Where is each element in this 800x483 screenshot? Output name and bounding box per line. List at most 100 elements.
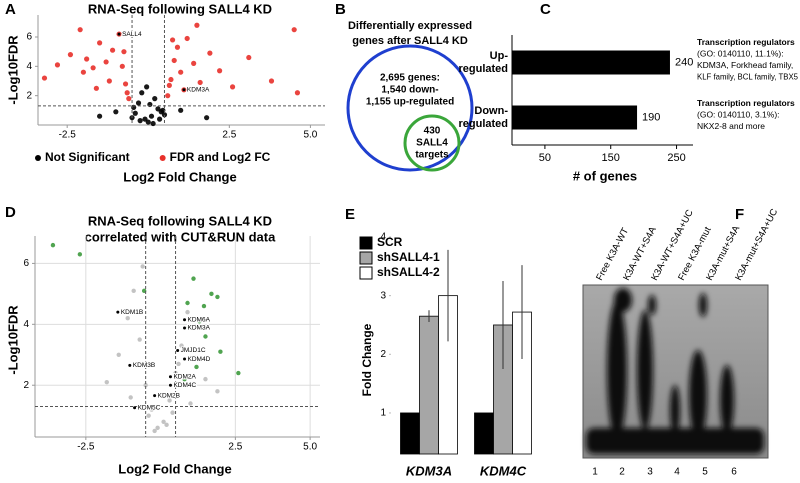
y-tick-label: 4 [26, 61, 32, 72]
labeled-point [117, 32, 121, 36]
y-tick-label: 4 [380, 232, 386, 243]
point [165, 93, 171, 99]
lane-number: 3 [647, 467, 653, 478]
point [203, 334, 208, 339]
point [197, 319, 202, 324]
venn-outer-circle [346, 44, 474, 172]
y-tick-label: 6 [26, 32, 32, 43]
annotation: KLF family, BCL family, TBX5 [697, 71, 798, 81]
point [84, 56, 90, 62]
annotation: Transcription regulators [697, 98, 795, 108]
y-tick-label: 4 [23, 319, 29, 330]
panel-letter: E [345, 206, 355, 223]
point [209, 291, 214, 297]
point [124, 90, 130, 96]
point [139, 90, 145, 96]
point [54, 62, 61, 68]
y-tick-label: 2 [26, 90, 32, 101]
point [185, 300, 190, 306]
x-tick-label: 50 [539, 152, 551, 164]
point [170, 410, 175, 415]
venn-outer-text: 1,155 up-regulated [366, 97, 454, 108]
point [207, 50, 213, 56]
point [217, 68, 223, 74]
point [194, 364, 199, 370]
point [106, 78, 112, 84]
annotation: KDM3A, Forkhead family, [697, 60, 793, 70]
labeled-point [183, 318, 187, 322]
point [218, 349, 223, 354]
point [152, 96, 158, 102]
annotation: NKX2-8 and more [697, 121, 765, 131]
y-tick-label: 3 [380, 290, 386, 301]
point [166, 82, 172, 88]
point [184, 35, 190, 42]
point-label: JMJD1C [181, 347, 206, 354]
x-axis-label: Log2 Fold Change [123, 169, 236, 184]
lane-number: 2 [619, 467, 625, 478]
point [229, 84, 236, 90]
point [97, 40, 103, 46]
x-tick-label: -2.5 [77, 442, 95, 453]
labeled-point [116, 310, 120, 314]
point [122, 81, 129, 87]
point [131, 288, 136, 294]
legend-label: shSALL4-2 [377, 265, 440, 279]
point [50, 242, 56, 248]
point [121, 49, 127, 55]
point [203, 376, 208, 382]
point [132, 110, 138, 116]
chart-title: correlated with CUT&RUN data [85, 229, 276, 244]
legend-marker [359, 266, 373, 280]
point [103, 59, 109, 65]
point-label: KDM3B [133, 362, 155, 369]
point [41, 75, 48, 81]
point [215, 389, 220, 394]
point [171, 57, 177, 64]
point [93, 85, 99, 91]
point [178, 69, 184, 75]
labeled-point [176, 349, 180, 353]
point [137, 337, 142, 342]
point-label: KDM4D [188, 356, 211, 363]
point [148, 113, 155, 119]
point [116, 352, 121, 357]
x-tick-label: KDM3A [406, 463, 452, 478]
point [185, 309, 190, 315]
point [109, 47, 116, 53]
panel-letter: F [735, 206, 744, 223]
point [161, 112, 168, 118]
point [125, 316, 130, 321]
point [140, 264, 145, 269]
point [144, 84, 150, 90]
point [186, 325, 192, 330]
point-label: KDM3A [187, 87, 210, 94]
point [67, 52, 74, 58]
point [164, 422, 169, 428]
point [135, 100, 142, 106]
x-tick-label: 2.5 [222, 130, 236, 141]
point [155, 425, 160, 431]
point [236, 370, 241, 376]
point [291, 27, 297, 33]
x-tick-label: 5.0 [303, 130, 317, 141]
labeled-point [168, 375, 172, 379]
annotation: (GO: 0140110, 3.1%): [697, 109, 780, 119]
y-axis-label: -Log10FDR [5, 305, 20, 375]
point [174, 44, 181, 50]
y-tick-label: 2 [23, 380, 29, 391]
annotation: (GO: 0140110, 11.1%): [697, 48, 784, 58]
point [128, 395, 133, 400]
chart-title: RNA-Seq following SALL4 KD [88, 1, 272, 16]
legend-label: FDR and Log2 FC [170, 150, 271, 164]
x-axis-label: Log2 Fold Change [118, 461, 231, 476]
point [97, 113, 103, 119]
point [145, 119, 151, 125]
point [119, 63, 125, 69]
x-tick-label: 250 [667, 152, 685, 164]
point-label: KDM2A [173, 373, 196, 380]
y-axis-label: -Log10FDR [5, 35, 20, 105]
point [194, 22, 200, 28]
venn-inner-text: targets [415, 150, 449, 161]
